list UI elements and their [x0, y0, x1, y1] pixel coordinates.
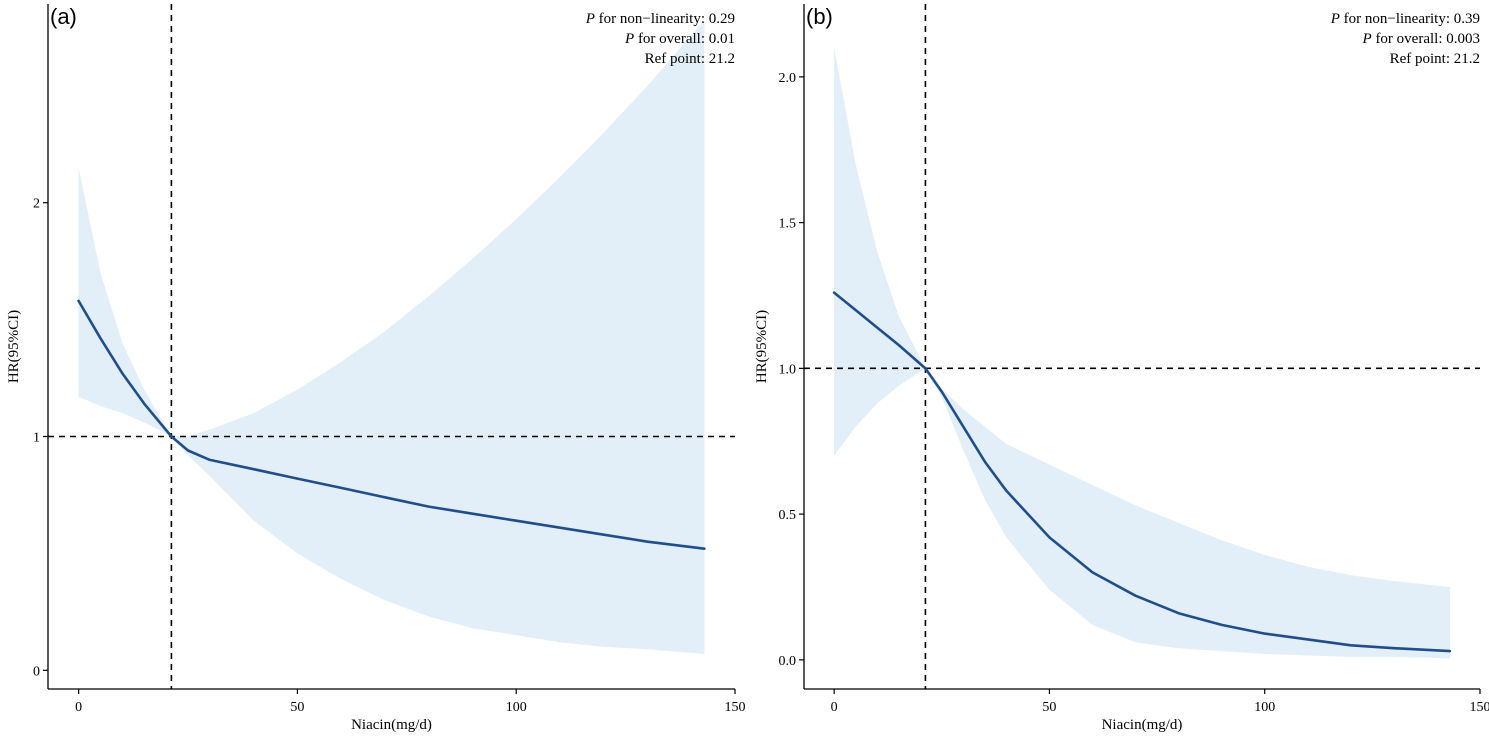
y-tick-label: 0.5 [779, 508, 797, 523]
annotation-value: 0.29 [709, 11, 735, 27]
y-tick-label: 1 [33, 431, 40, 446]
stat-annotation: P for overall: 0.01 [624, 31, 735, 47]
x-tick-label: 0 [75, 700, 82, 715]
confidence-band [78, 20, 705, 654]
y-tick-label: 2 [33, 197, 40, 212]
stat-annotation: Ref point: 21.2 [645, 51, 735, 67]
annotation-label: for non−linearity: [1340, 11, 1454, 27]
x-tick-label: 50 [290, 700, 304, 715]
y-tick-label: 0.0 [779, 654, 797, 669]
x-tick-label: 150 [1470, 700, 1489, 715]
p-symbol: P [1330, 11, 1340, 27]
hr-curve [77, 299, 706, 551]
annotation-value: 21.2 [1454, 51, 1480, 67]
stat-annotation: P for overall: 0.003 [1362, 31, 1480, 47]
panel-b: 0 50 100 150 0.0 0.5 1.0 1.5 2.0 Niacin(mg/d) HR(9… [754, 4, 1489, 733]
y-tick-label: 1.5 [779, 217, 797, 232]
hr-curve [832, 291, 1452, 653]
p-symbol: P [624, 31, 634, 47]
annotation-value: 0.01 [709, 31, 735, 47]
annotation-label: Ref point: [645, 51, 709, 67]
x-tick-label: 100 [1254, 700, 1275, 715]
x-tick-label: 50 [1042, 700, 1056, 715]
x-tick-label: 100 [506, 700, 527, 715]
x-tick-label: 0 [831, 700, 838, 715]
p-symbol: P [1362, 31, 1372, 47]
panel-label: (a) [50, 4, 77, 29]
stat-annotation: P for non−linearity: 0.39 [1330, 11, 1480, 27]
y-tick-label: 1.0 [779, 362, 797, 377]
y-axis-title: HR(95%CI) [754, 310, 770, 383]
x-axis-title: Niacin(mg/d) [351, 717, 432, 733]
y-tick-label: 2.0 [779, 71, 797, 86]
stat-annotation: Ref point: 21.2 [1390, 51, 1480, 67]
annotation-label: for overall: [634, 31, 709, 47]
confidence-band [834, 47, 1450, 659]
annotation-value: 21.2 [709, 51, 735, 67]
y-tick-label: 0 [33, 664, 40, 679]
x-axis-title: Niacin(mg/d) [1102, 717, 1183, 733]
annotation-value: 0.39 [1454, 11, 1480, 27]
stat-annotation: P for non−linearity: 0.29 [585, 11, 735, 27]
annotation-label: for overall: [1372, 31, 1447, 47]
annotation-value: 0.003 [1446, 31, 1480, 47]
p-symbol: P [585, 11, 595, 27]
annotation-label: for non−linearity: [595, 11, 709, 27]
annotation-label: Ref point: [1390, 51, 1454, 67]
y-axis-title: HR(95%CI) [6, 310, 22, 383]
x-tick-label: 150 [725, 700, 746, 715]
panel-label: (b) [806, 4, 833, 29]
panel-a: 0 50 100 150 0 1 2 Niacin(mg/d) HR(95%CI) (a) P fo… [6, 4, 746, 733]
